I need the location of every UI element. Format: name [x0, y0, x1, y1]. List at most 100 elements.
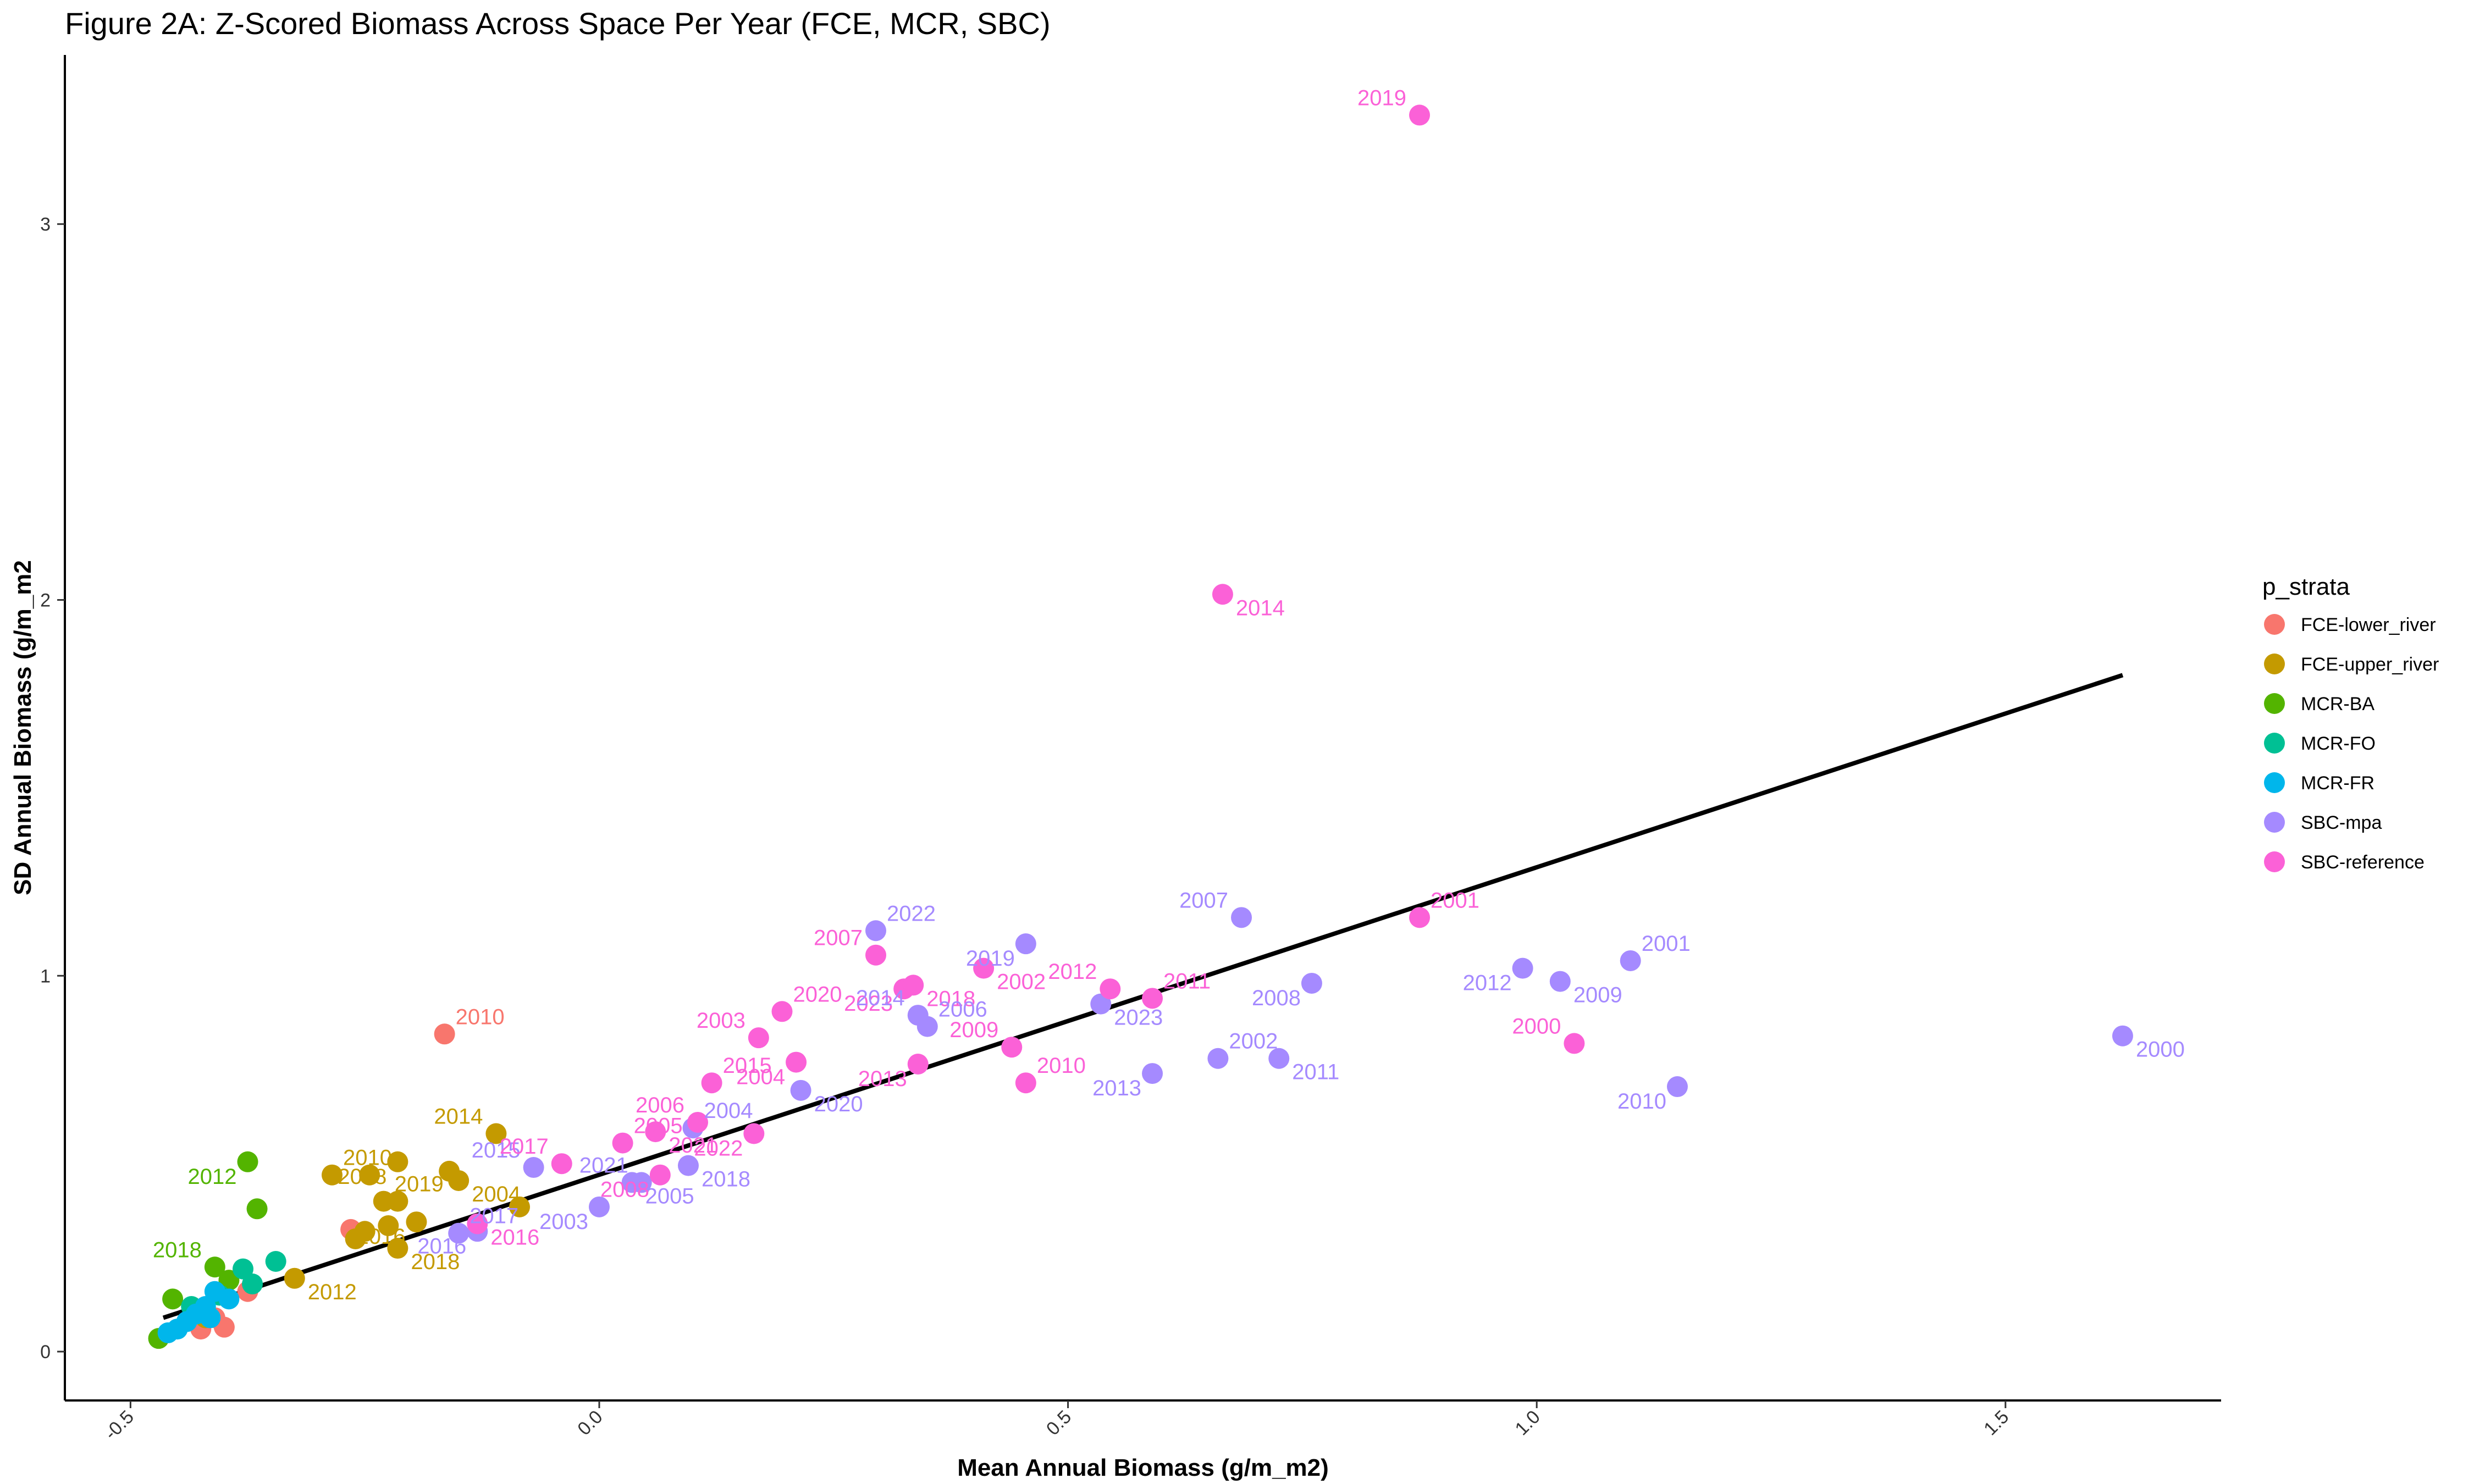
legend-label: MCR-BA: [2301, 694, 2374, 715]
point-fce-lower-river: [434, 1023, 455, 1045]
legend-label: FCE-upper_river: [2301, 654, 2439, 675]
point-label: 2011: [1292, 1060, 1339, 1084]
point-label: 2013: [1092, 1076, 1141, 1100]
point-mcr-ba: [204, 1256, 225, 1278]
point-label: 2017: [470, 1204, 518, 1228]
point-sbc-reference: [1409, 104, 1431, 126]
point-sbc-mpa: [631, 1172, 652, 1193]
point-label: 2012: [1463, 971, 1512, 995]
point-sbc-reference: [1409, 907, 1431, 928]
point-sbc-mpa: [790, 1079, 811, 1101]
point-label: 2018: [926, 987, 975, 1011]
point-label: 2015: [723, 1054, 772, 1078]
y-tick-label: 0: [40, 1342, 51, 1363]
point-mcr-fr: [200, 1307, 221, 1328]
point-sbc-mpa: [1549, 971, 1571, 992]
point-label: 2021: [669, 1133, 717, 1158]
point-sbc-reference: [786, 1051, 807, 1073]
point-label: 2001: [1431, 888, 1479, 912]
point-mcr-ba: [237, 1151, 258, 1172]
point-label: 2022: [694, 1137, 743, 1161]
point-fce-upper-river: [284, 1267, 305, 1289]
point-label: 2014: [856, 986, 905, 1010]
point-label: 2023: [1114, 1006, 1163, 1030]
point-sbc-reference: [1142, 988, 1163, 1009]
point-sbc-mpa: [2112, 1025, 2133, 1046]
point-sbc-reference: [551, 1153, 572, 1175]
point-fce-upper-river: [406, 1211, 427, 1233]
point-label: 2006: [938, 998, 987, 1022]
point-label: 2020: [814, 1092, 863, 1116]
point-label: 2006: [636, 1093, 684, 1117]
point-label: 2002: [997, 970, 1046, 994]
legend-label: FCE-lower_river: [2301, 614, 2436, 635]
legend-key: [2264, 851, 2285, 872]
point-mcr-ba: [218, 1270, 240, 1291]
point-label: 2003: [539, 1210, 588, 1234]
point-mcr-fo: [265, 1250, 286, 1272]
x-tick-label: 1.5: [1980, 1407, 2013, 1439]
point-label: 2019: [966, 946, 1015, 971]
point-mcr-fr: [218, 1288, 240, 1310]
point-label: 2008: [338, 1165, 386, 1189]
point-label: 2004: [472, 1182, 521, 1206]
point-label: 2011: [1163, 969, 1211, 993]
points-layer: [148, 104, 2133, 1349]
point-sbc-reference: [612, 1132, 633, 1154]
legend-key: [2264, 654, 2285, 674]
point-label: 2007: [814, 926, 863, 950]
point-label: 2016: [417, 1234, 466, 1258]
axes-layer: 0 1 2 3 -0.5 0.0 0.5 1.0 1.5 Mean Annual Biomass …: [9, 55, 2221, 1481]
point-mcr-fr: [157, 1322, 179, 1343]
legend-title: p_strata: [2262, 573, 2350, 600]
point-mcr-ba: [162, 1288, 184, 1310]
point-label: 2000: [1512, 1014, 1561, 1038]
point-sbc-reference: [1212, 584, 1233, 605]
legend-key: [2264, 772, 2285, 793]
point-label: 2019: [395, 1172, 444, 1197]
point-label: 2012: [308, 1280, 357, 1304]
point-label: 2003: [697, 1009, 745, 1033]
point-sbc-reference: [701, 1072, 722, 1094]
point-label: 2014: [1236, 596, 1285, 620]
point-sbc-mpa: [1015, 933, 1036, 955]
point-sbc-mpa: [1512, 957, 1533, 979]
point-label: 2009: [949, 1018, 998, 1042]
point-sbc-mpa: [865, 920, 887, 942]
y-tick-label: 2: [40, 590, 51, 611]
point-sbc-reference: [743, 1123, 765, 1144]
legend-label: MCR-FO: [2301, 733, 2376, 754]
point-labels-layer: 2010201220122018201020082004201420192016…: [153, 86, 2185, 1304]
point-sbc-mpa: [1620, 950, 1641, 971]
point-sbc-reference: [907, 1054, 929, 1075]
point-sbc-reference: [1001, 1037, 1023, 1058]
point-label: 2005: [634, 1114, 683, 1138]
point-mcr-fo: [242, 1273, 263, 1295]
point-label: 2014: [434, 1105, 483, 1129]
point-sbc-reference: [973, 957, 995, 979]
point-sbc-reference: [687, 1111, 709, 1133]
point-sbc-mpa: [448, 1222, 470, 1244]
point-fce-upper-river: [387, 1238, 408, 1259]
point-sbc-mpa: [1090, 993, 1112, 1015]
point-label: 2022: [887, 901, 936, 926]
point-label: 2012: [188, 1165, 237, 1189]
point-label: 2023: [844, 992, 893, 1016]
point-label: 2020: [793, 982, 842, 1006]
point-label: 2000: [2136, 1038, 2185, 1062]
point-sbc-mpa: [1268, 1048, 1290, 1069]
y-axis-title: SD Annual Biomass (g/m_m2: [9, 560, 36, 895]
chart-title: Figure 2A: Z-Scored Biomass Across Space…: [65, 6, 1051, 41]
point-sbc-mpa: [916, 1016, 938, 1037]
point-sbc-reference: [771, 1001, 793, 1022]
point-label: 2005: [645, 1184, 694, 1208]
point-sbc-reference: [649, 1164, 671, 1186]
point-label: 2018: [702, 1167, 750, 1192]
legend: p_strata FCE-lower_river FCE-upper_river MC…: [2262, 573, 2439, 873]
point-label: 2017: [500, 1134, 549, 1159]
point-label: 2012: [1048, 960, 1097, 984]
point-sbc-reference: [1100, 978, 1121, 1000]
x-axis-title: Mean Annual Biomass (g/m_m2): [957, 1454, 1329, 1481]
